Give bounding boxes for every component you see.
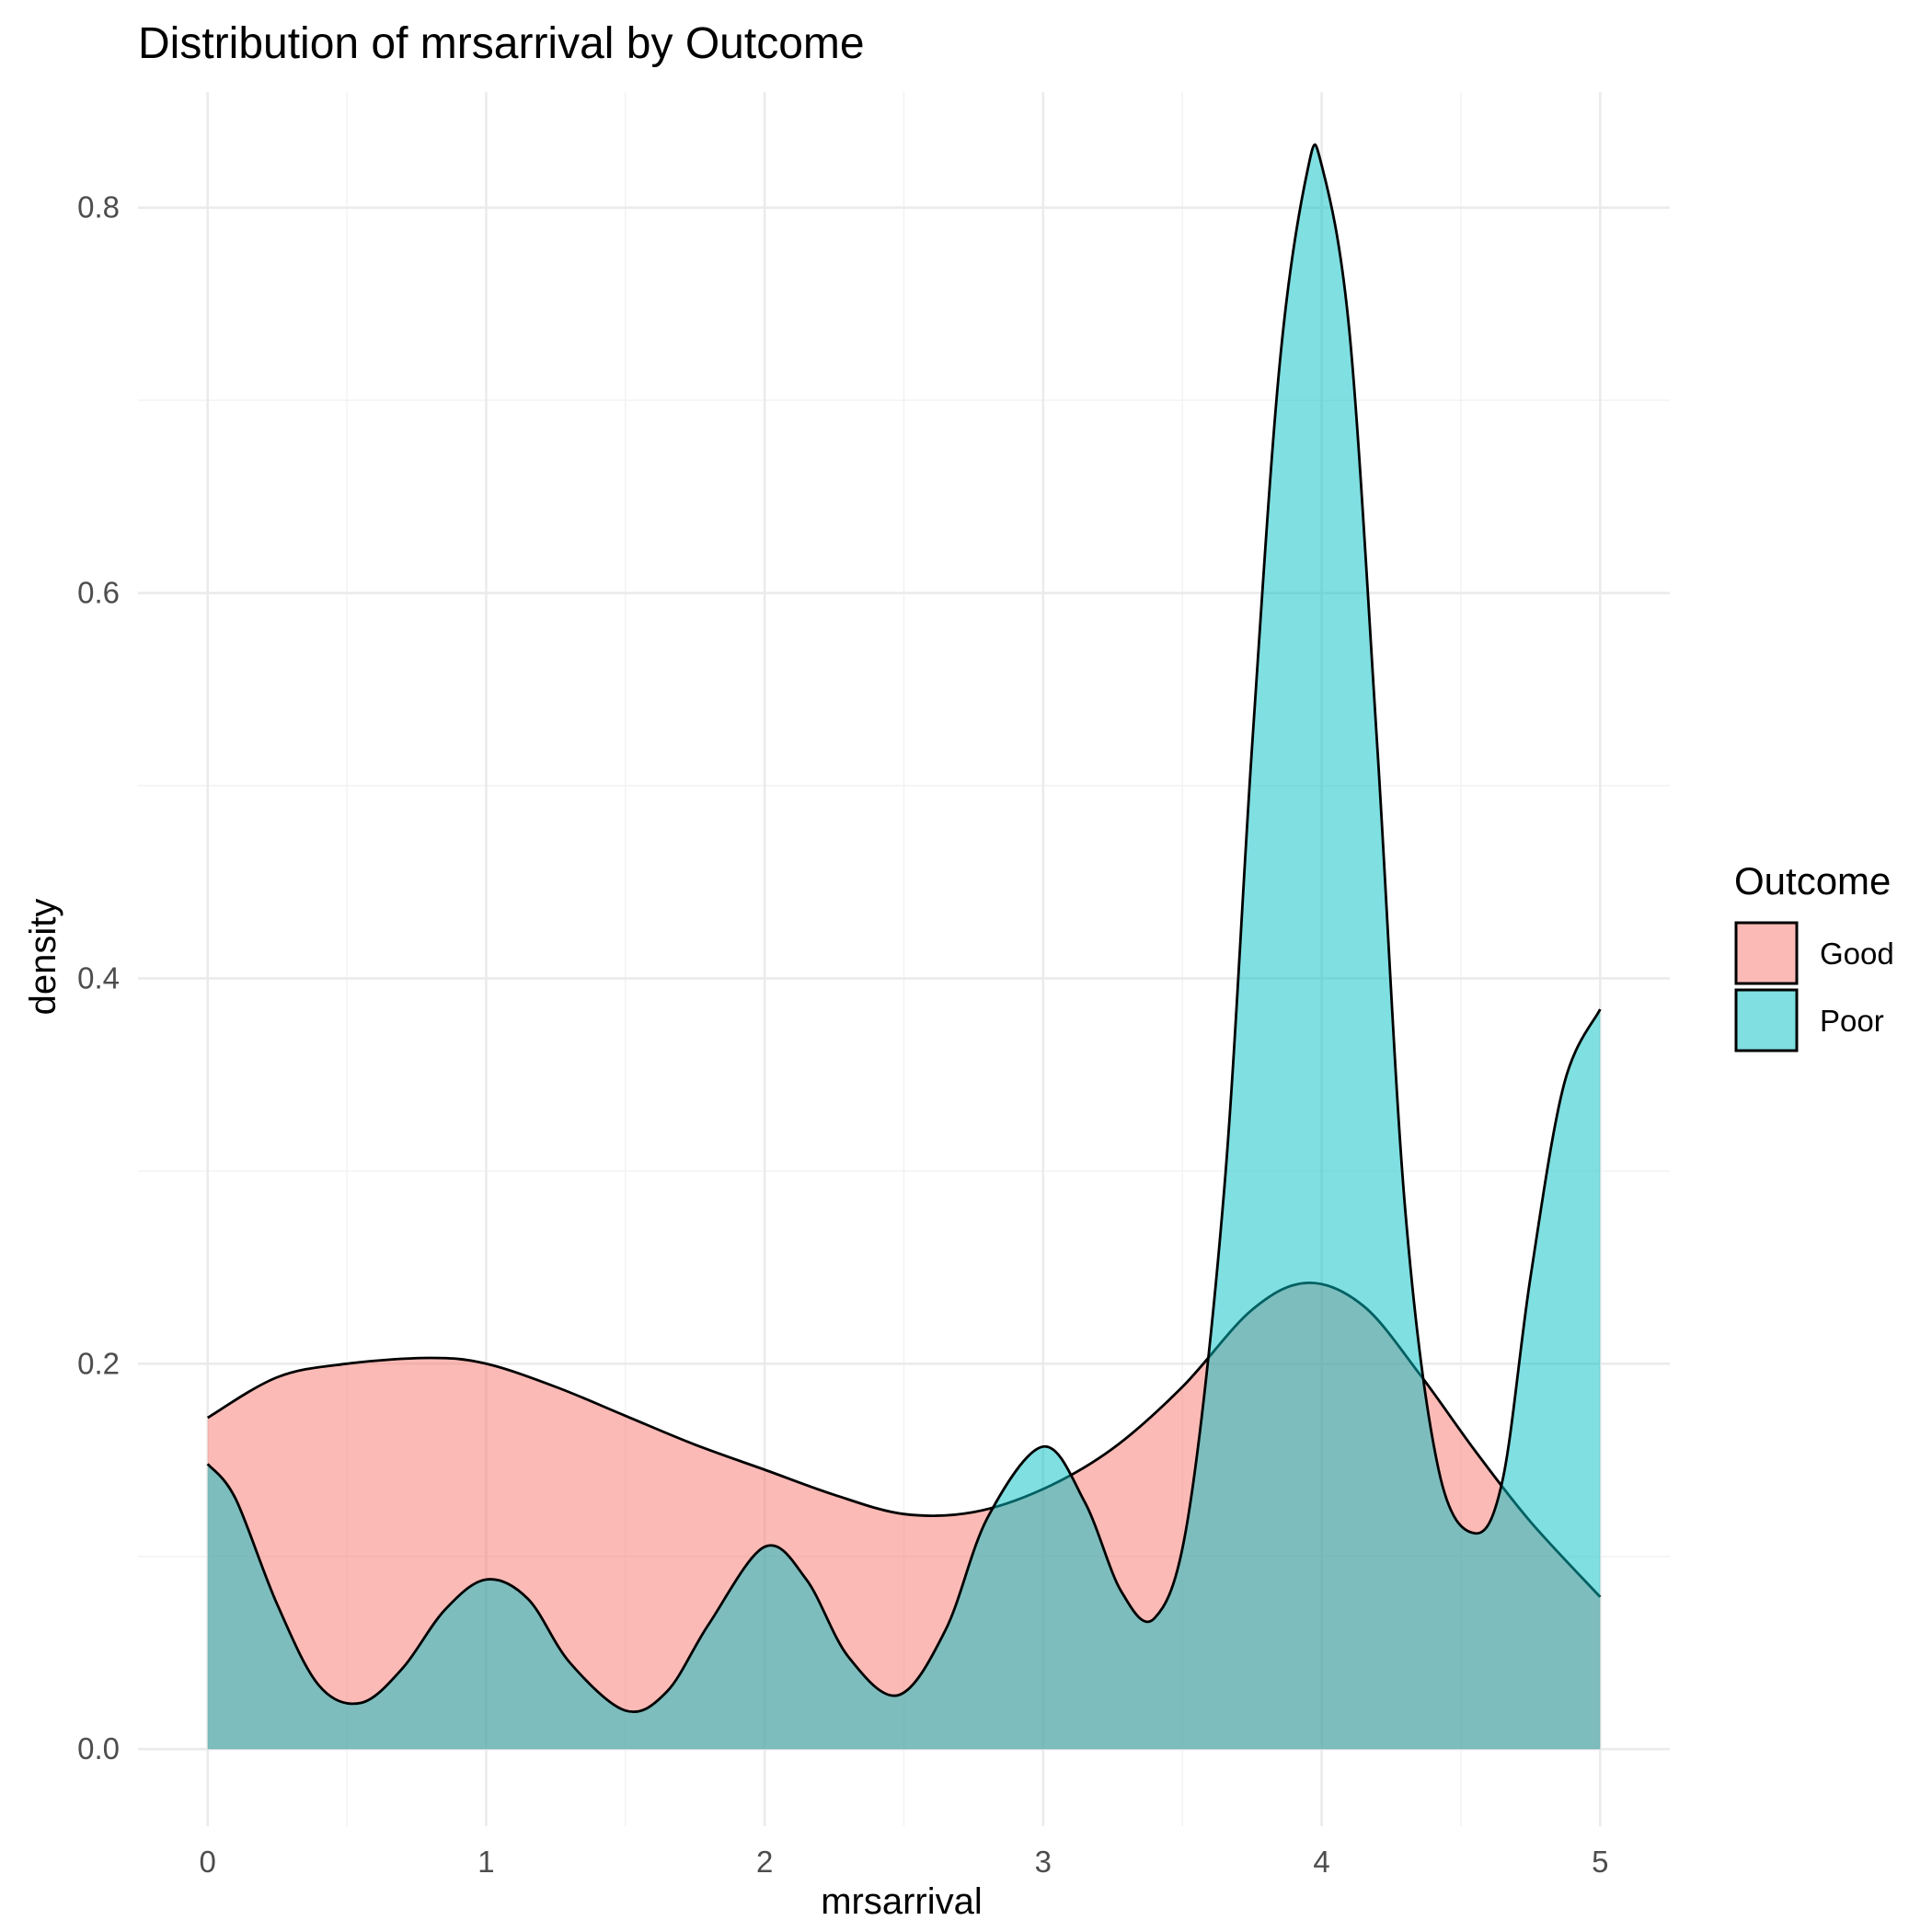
x-tick-label: 4	[1313, 1845, 1329, 1879]
legend: Outcome Good Poor	[1734, 859, 1894, 1052]
legend-label-good: Good	[1820, 937, 1894, 971]
density-line-poor	[206, 144, 1602, 1713]
legend-label-poor: Poor	[1820, 1004, 1884, 1038]
x-tick-label: 0	[200, 1845, 216, 1879]
y-tick-label: 0.4	[77, 960, 120, 995]
x-axis-title: mrsarrival	[821, 1881, 983, 1922]
y-tick-label: 0.2	[77, 1346, 120, 1380]
density-areas	[206, 144, 1602, 1750]
x-tick-label: 1	[477, 1845, 494, 1879]
y-tick-label: 0.8	[77, 190, 120, 224]
y-tick-label: 0.6	[77, 576, 120, 610]
legend-title: Outcome	[1734, 859, 1891, 903]
x-tick-label: 2	[756, 1845, 773, 1879]
y-tick-label: 0.0	[77, 1731, 120, 1765]
x-tick-labels: 0 1 2 3 4 5	[200, 1845, 1609, 1879]
legend-key-poor	[1734, 988, 1799, 1052]
y-tick-labels: 0.0 0.2 0.4 0.6 0.8	[77, 190, 120, 1766]
density-area-poor	[207, 144, 1601, 1750]
x-tick-label: 5	[1592, 1845, 1608, 1879]
y-axis-title: density	[23, 899, 63, 1016]
legend-key-good	[1734, 921, 1799, 985]
chart-title: Distribution of mrsarrival by Outcome	[138, 19, 865, 68]
x-tick-label: 3	[1035, 1845, 1052, 1879]
